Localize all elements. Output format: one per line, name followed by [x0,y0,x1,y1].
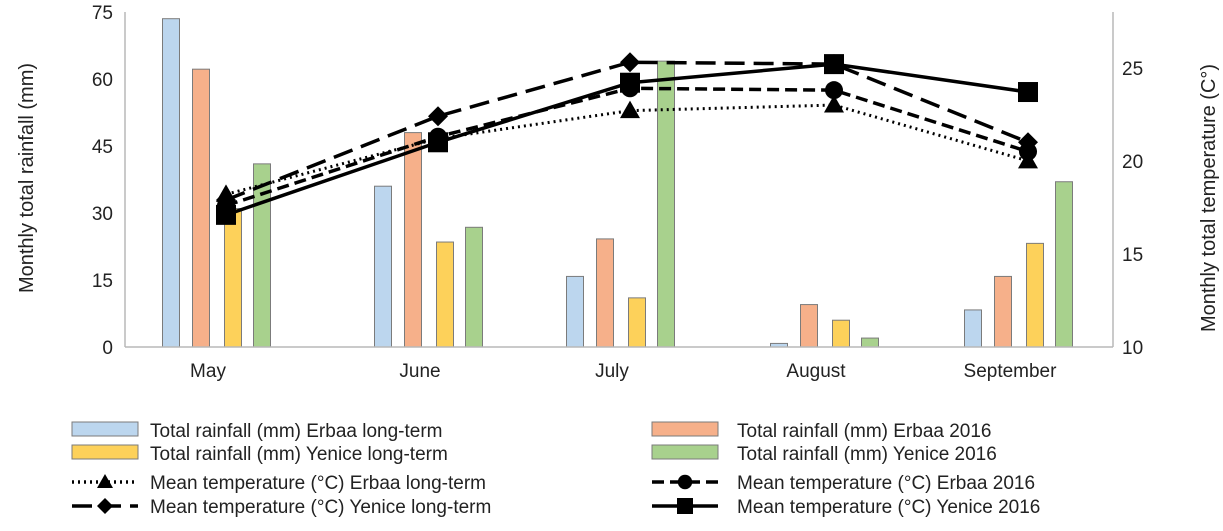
bar-september-series-1 [964,309,982,348]
bar-july-series-4 [657,60,675,348]
legend-label-line-2: Mean temperature (°C) Erbaa 2016 [737,473,1035,494]
bar-may-series-1 [162,18,180,348]
temperature-line-3 [225,60,1029,202]
marker-triangle-july [620,100,640,119]
marker-diamond-june [428,106,448,127]
marker-triangle-august [824,95,844,113]
marker-square-june [428,132,448,153]
y2-tick-label: 20 [1122,152,1143,173]
bar-september-series-2 [994,275,1012,348]
bar-august-series-2 [800,304,818,348]
legend-label-bar-3: Total rainfall (mm) Yenice long-term [150,444,448,465]
axes-layer: 0 15 30 45 60 75 10 15 20 25 May June July August Sept… [92,3,1143,382]
bar-september-series-4 [1055,181,1073,348]
marker-square-july [620,72,640,93]
y2-tick-label: 10 [1122,338,1143,359]
marker-diamond-july [620,52,640,73]
legend-label-bar-4: Total rainfall (mm) Yenice 2016 [737,444,997,465]
legend-label-line-1: Mean temperature (°C) Erbaa long-term [150,473,486,494]
marker-circle-august [825,81,843,100]
x-tick-label: July [595,361,629,382]
marker-square-may [216,204,236,225]
line-layer [216,52,1038,225]
bar-june-series-1 [374,185,392,348]
legend-marker-square [677,498,693,514]
y-tick-label: 15 [92,271,113,292]
bar-layer [162,18,1073,348]
bar-may-series-2 [192,68,210,348]
y2-axis-title: Monthly total temperature (C°) [1198,64,1220,332]
marker-square-august [824,54,844,75]
bar-september-series-3 [1026,242,1044,348]
bar-june-series-2 [404,132,422,348]
legend-label-bar-1: Total rainfall (mm) Erbaa long-term [150,421,442,442]
y-tick-label: 0 [102,338,113,359]
y2-tick-label: 15 [1122,245,1143,266]
legend-marker-circle [677,474,693,490]
marker-square-september [1018,82,1038,103]
legend-swatch-bar-4 [651,444,719,460]
legend-swatch-bar-3 [71,444,139,460]
y-tick-label: 45 [92,137,113,158]
legend-marker-diamond [97,498,113,514]
temperature-line-1 [225,103,1029,196]
bar-july-series-1 [566,275,584,348]
y2-tick-label: 25 [1122,59,1143,80]
bar-june-series-3 [436,241,454,348]
bar-august-series-3 [832,319,850,348]
y-axis-title: Monthly total rainfall (mm) [16,63,38,293]
y-tick-label: 75 [92,3,113,24]
x-tick-label: August [786,361,846,382]
legend-label-line-4: Mean temperature (°C) Yenice 2016 [737,497,1040,518]
legend-swatch-bar-1 [71,421,139,437]
bar-july-series-2 [596,238,614,348]
legend-marker-triangle [97,474,113,488]
x-tick-label: June [399,361,440,382]
x-tick-label: May [190,361,226,382]
bar-july-series-3 [628,297,646,348]
y-tick-label: 60 [92,70,113,91]
legend-label-line-3: Mean temperature (°C) Yenice long-term [150,497,491,518]
y-tick-label: 30 [92,204,113,225]
legend-label-bar-2: Total rainfall (mm) Erbaa 2016 [737,421,992,442]
bar-may-series-3 [224,208,242,348]
x-tick-label: September [964,361,1058,382]
bar-august-series-4 [861,337,879,348]
legend-swatch-bar-2 [651,421,719,437]
legend: Total rainfall (mm) Erbaa long-term Total… [71,421,1040,518]
marker-diamond-september [1018,132,1038,153]
bar-june-series-4 [465,226,483,348]
